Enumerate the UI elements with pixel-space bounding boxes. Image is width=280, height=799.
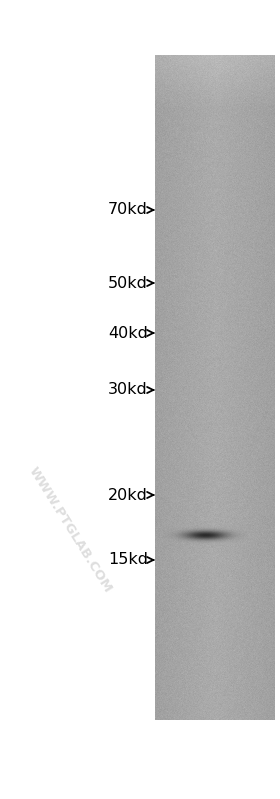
Text: 20kd: 20kd [108,487,148,503]
Text: 15kd: 15kd [108,552,148,567]
Text: 50kd: 50kd [108,276,148,291]
Text: WWW.PTGLAB.COM: WWW.PTGLAB.COM [26,465,114,595]
Text: 40kd: 40kd [108,325,148,340]
Text: 30kd: 30kd [108,383,148,397]
Text: 70kd: 70kd [108,202,148,217]
